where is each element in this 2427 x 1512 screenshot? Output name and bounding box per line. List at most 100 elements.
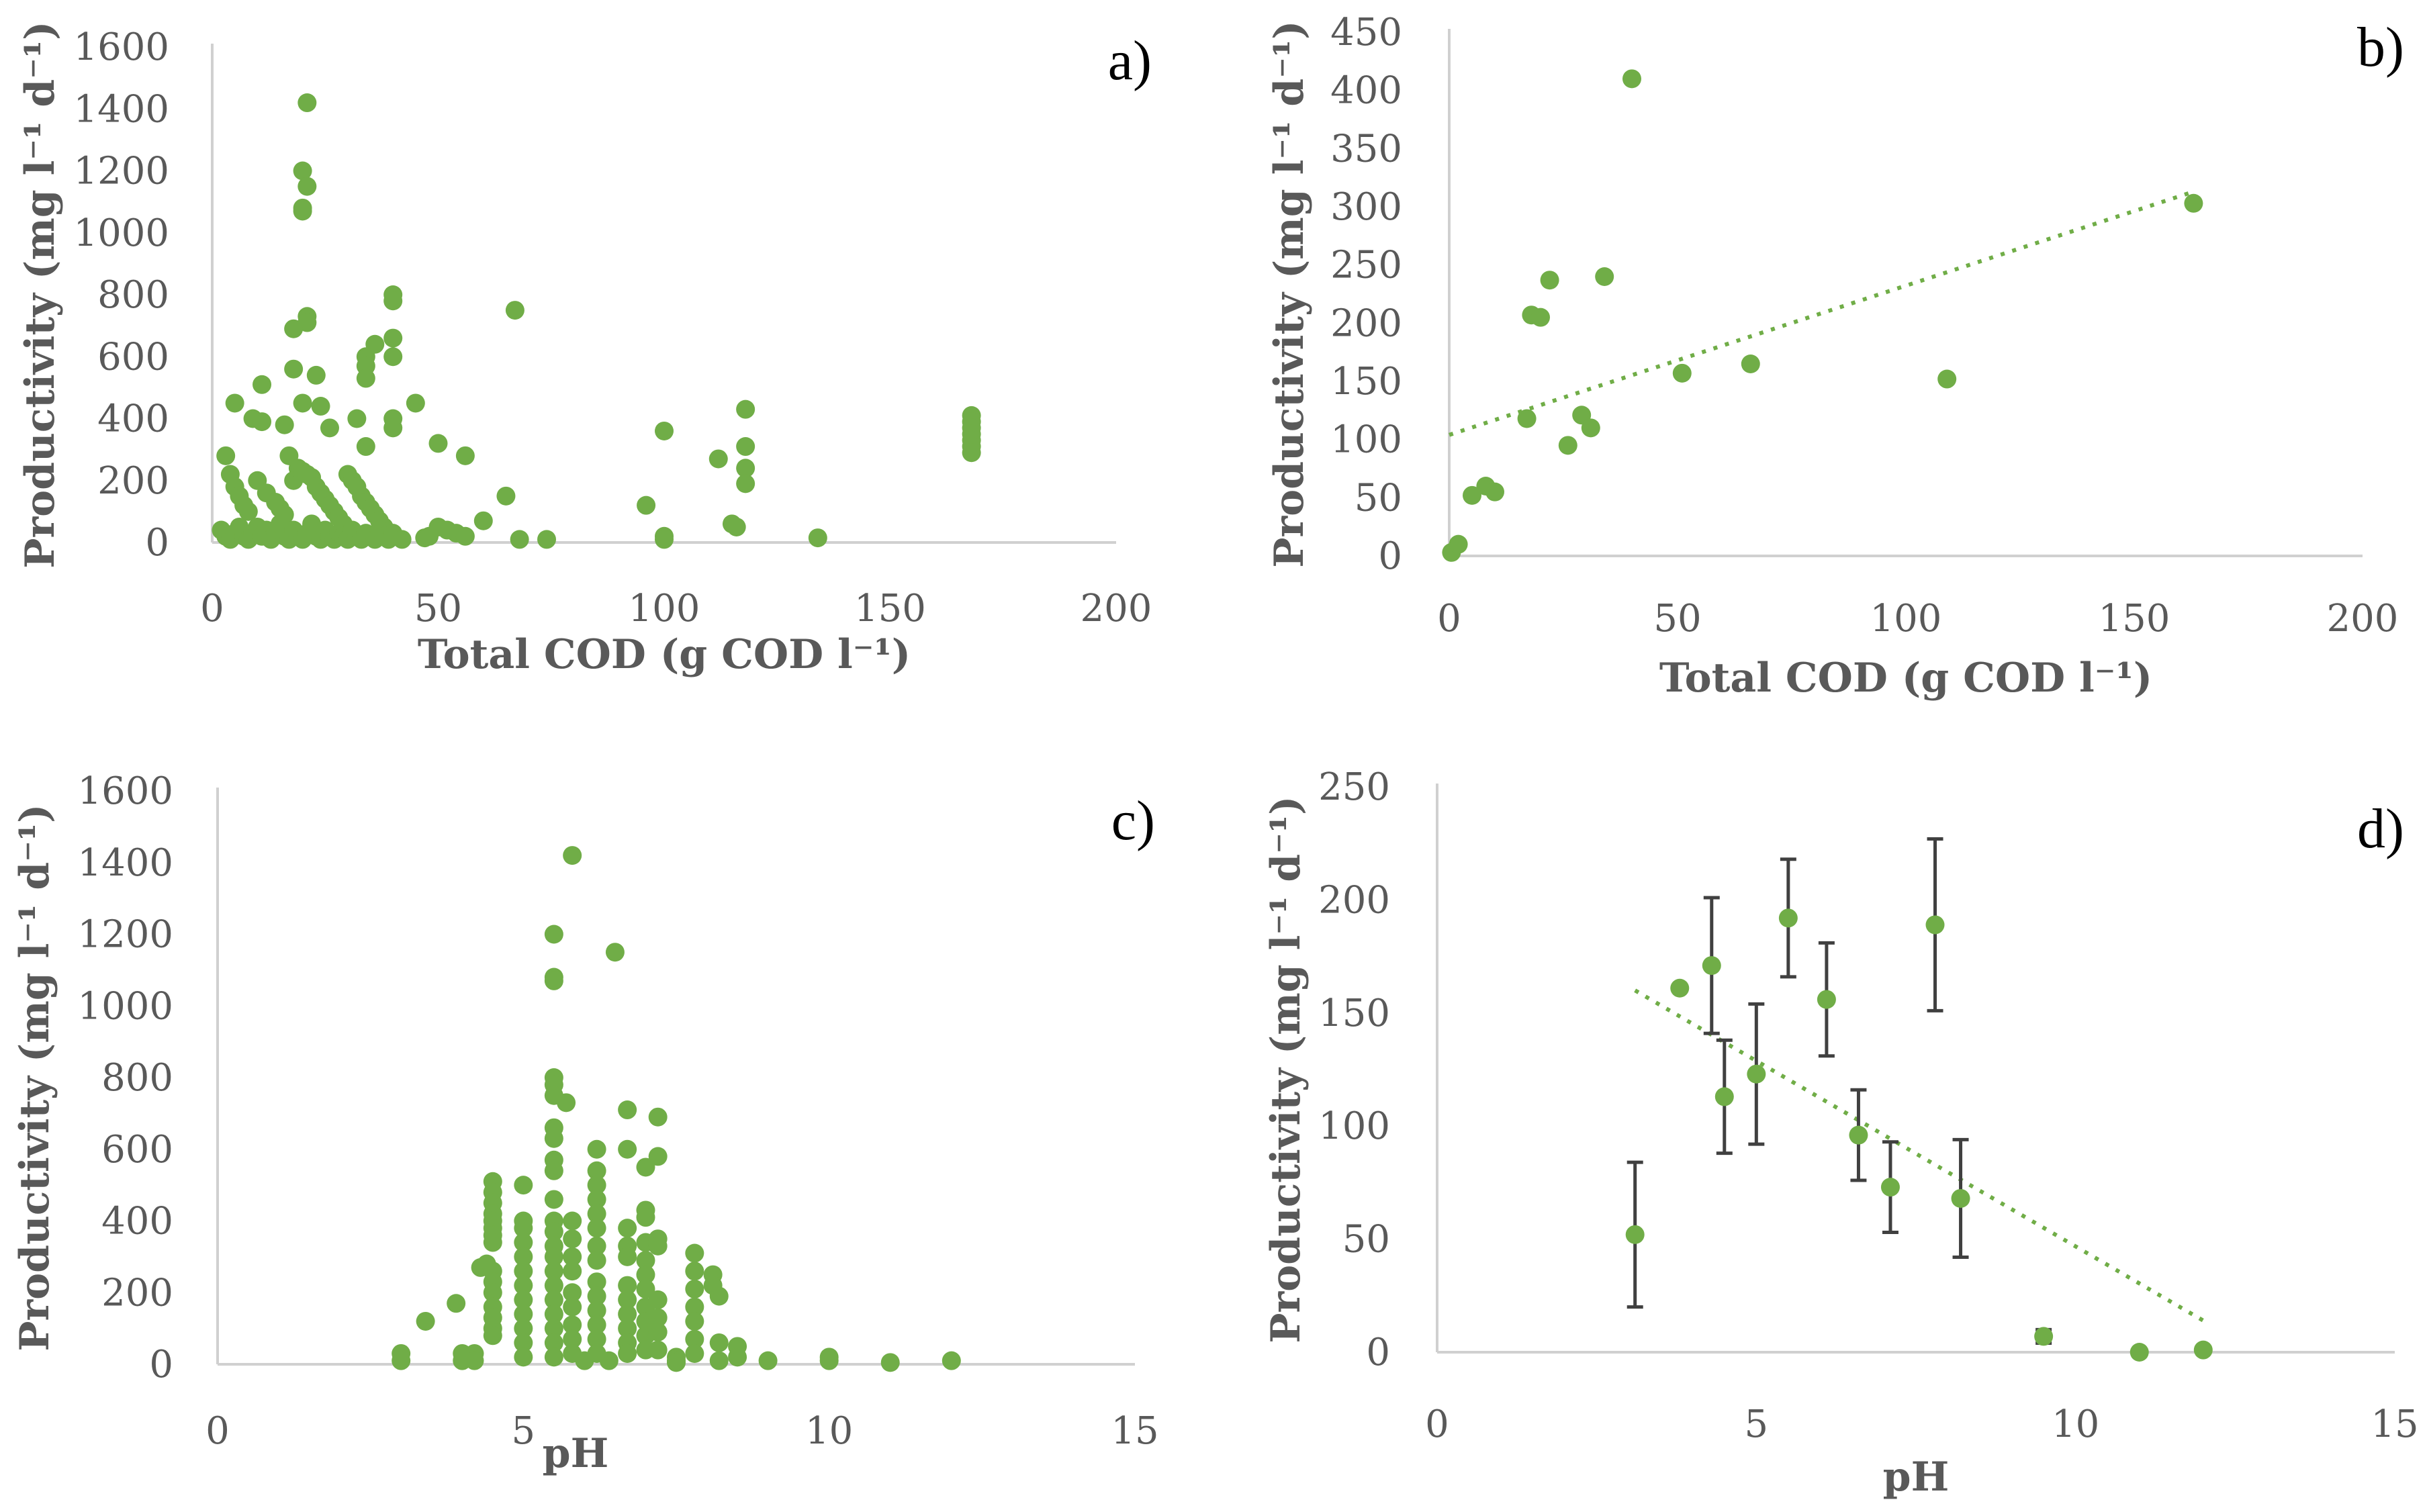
y-tick-label: 0 <box>145 521 169 565</box>
data-point <box>1625 1225 1645 1244</box>
data-point <box>1595 267 1614 286</box>
data-point <box>1670 978 1690 998</box>
y-tick-label: 150 <box>1318 992 1390 1035</box>
x-tick-label: 0 <box>205 1409 230 1453</box>
x-tick-label: 0 <box>1425 1403 1449 1446</box>
data-point <box>356 437 375 457</box>
y-tick-label: 1200 <box>77 913 173 957</box>
data-point <box>2184 193 2203 213</box>
data-point <box>758 1351 778 1370</box>
data-point <box>455 526 475 546</box>
data-point <box>347 409 367 428</box>
data-point <box>648 1340 668 1360</box>
data-point <box>587 1272 606 1292</box>
data-point <box>685 1243 704 1263</box>
y-tick-label: 1600 <box>73 26 169 69</box>
data-point <box>685 1262 704 1281</box>
data-point <box>587 1236 606 1256</box>
y-axis-title: Productivity (mg l⁻¹ d⁻¹) <box>1266 20 1313 567</box>
data-point <box>1702 956 1721 976</box>
data-point <box>709 1351 729 1370</box>
data-point <box>685 1279 704 1298</box>
x-axis-title: pH <box>543 1430 609 1477</box>
data-point <box>1622 69 1641 89</box>
y-tick-label: 400 <box>97 397 169 441</box>
data-point <box>537 530 557 549</box>
data-point <box>383 347 403 367</box>
data-point <box>655 421 674 440</box>
data-point <box>648 1147 668 1166</box>
data-point <box>544 1262 563 1281</box>
y-tick-label: 150 <box>1330 360 1402 404</box>
data-point <box>2034 1327 2054 1346</box>
x-tick-label: 50 <box>1653 597 1701 641</box>
data-point <box>599 1351 619 1370</box>
data-point <box>648 1107 668 1127</box>
data-point <box>618 1247 637 1266</box>
y-tick-label: 450 <box>1330 11 1402 54</box>
x-tick-label: 15 <box>1111 1409 1158 1453</box>
data-point <box>392 530 412 549</box>
data-point <box>709 1286 729 1306</box>
data-point <box>587 1315 606 1335</box>
y-tick-label: 1000 <box>77 984 173 1028</box>
y-tick-label: 0 <box>149 1343 173 1386</box>
data-point <box>587 1176 606 1195</box>
data-point <box>1849 1125 1868 1145</box>
y-tick-label: 100 <box>1318 1104 1390 1148</box>
data-point <box>544 1333 563 1352</box>
data-point <box>544 1276 563 1295</box>
data-point <box>587 1219 606 1238</box>
x-tick-label: 200 <box>2327 597 2399 641</box>
data-point <box>636 1279 655 1298</box>
data-point <box>736 437 755 457</box>
data-point <box>1747 1064 1766 1084</box>
data-point <box>618 1139 637 1159</box>
data-point <box>483 1326 502 1345</box>
x-axis-title: pH <box>1883 1454 1950 1501</box>
x-tick-label: 15 <box>2371 1403 2418 1446</box>
data-point <box>736 459 755 478</box>
y-tick-label: 1400 <box>77 841 173 885</box>
data-point <box>1951 1188 1970 1208</box>
data-point <box>544 1161 563 1180</box>
panel-label: b) <box>2357 16 2404 79</box>
x-tick-label: 10 <box>805 1409 853 1453</box>
data-point <box>563 1315 582 1335</box>
chart-panel-a: 0 200 400 600 800 1000 1200 1400 1600 0 50 100 150 20… <box>17 21 1152 678</box>
data-point <box>514 1219 533 1238</box>
y-tick-label: 600 <box>101 1128 173 1172</box>
x-tick-label: 5 <box>1745 1403 1769 1446</box>
data-point <box>587 1301 606 1320</box>
x-tick-label: 50 <box>414 587 462 630</box>
x-tick-label: 100 <box>629 587 700 630</box>
data-point <box>416 1311 435 1331</box>
data-point <box>618 1319 637 1338</box>
data-point <box>1672 363 1692 383</box>
data-point <box>618 1100 637 1120</box>
data-point <box>311 397 330 416</box>
data-point <box>1937 369 1957 389</box>
chart-panel-d: 0 50 100 150 200 250 0 5 10 15 pH Productivity (mg … <box>1263 765 2419 1501</box>
x-tick-label: 150 <box>854 587 926 630</box>
data-point <box>383 328 403 348</box>
data-point <box>563 1329 582 1349</box>
data-point <box>736 474 755 493</box>
data-point <box>293 201 312 221</box>
data-point <box>709 1333 729 1352</box>
data-point <box>544 1348 563 1367</box>
data-point <box>563 846 582 865</box>
y-tick-label: 800 <box>101 1056 173 1100</box>
data-point <box>942 1351 961 1370</box>
y-tick-label: 250 <box>1318 765 1390 809</box>
x-tick-label: 0 <box>1437 597 1461 641</box>
data-point <box>685 1343 704 1363</box>
data-point <box>1485 482 1504 502</box>
data-point <box>637 495 656 515</box>
data-point <box>514 1262 533 1281</box>
data-point <box>880 1353 900 1372</box>
data-point <box>225 393 244 413</box>
data-point <box>483 1233 502 1252</box>
x-tick-label: 5 <box>512 1409 536 1453</box>
